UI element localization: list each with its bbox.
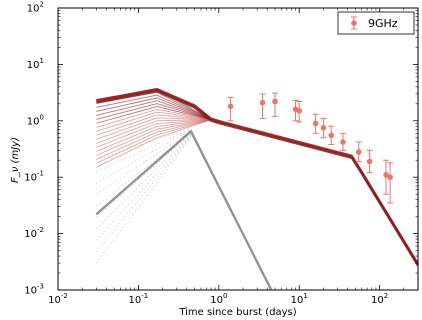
x-tick-label: 10-2 xyxy=(48,292,68,306)
y-axis-label: F_ν (mJy) xyxy=(10,137,21,183)
data-point xyxy=(340,139,346,145)
y-tick-label: 101 xyxy=(27,57,44,71)
component-model-trace xyxy=(96,134,192,230)
total-model-trace xyxy=(96,97,212,121)
x-tick-label: 102 xyxy=(371,292,388,306)
total-model-trace xyxy=(96,119,212,148)
total-model-trace xyxy=(96,100,212,121)
total-model-line xyxy=(96,90,418,267)
total-model-trace xyxy=(96,119,212,168)
y-tick-label: 10-1 xyxy=(24,170,44,184)
data-point xyxy=(259,99,266,106)
component-model-trace xyxy=(95,135,192,241)
total-model-trace xyxy=(96,103,212,121)
component-model-trace xyxy=(95,136,192,252)
data-point xyxy=(312,120,319,127)
x-tick-label: 10-1 xyxy=(129,292,149,306)
data-point xyxy=(387,174,393,180)
x-tick-label: 101 xyxy=(291,292,308,306)
y-tick-label: 10-3 xyxy=(24,283,44,297)
data-point xyxy=(272,98,278,105)
total-model-trace xyxy=(96,119,212,144)
plot-frame xyxy=(57,7,419,291)
axes: 10-2 10-1 100 101 102 10-3 10-2 10-1 100 101 102 xyxy=(24,1,419,306)
y-tick-label: 100 xyxy=(27,113,44,127)
total-model-trace xyxy=(96,119,212,152)
y-tick-label: 102 xyxy=(27,1,44,15)
total-model-trace xyxy=(96,119,212,160)
legend-marker xyxy=(351,20,357,26)
total-model-trace xyxy=(96,108,212,128)
x-tick-label: 100 xyxy=(210,292,227,306)
plot-area xyxy=(95,87,418,290)
data-point xyxy=(383,172,389,178)
component-model-trace xyxy=(96,130,192,195)
y-tick-label: 10-2 xyxy=(24,226,44,240)
legend-label: 9GHz xyxy=(368,17,398,30)
data-point xyxy=(366,158,373,165)
total-model-trace xyxy=(96,119,212,164)
component-model-trace xyxy=(96,128,192,173)
total-model-trace xyxy=(96,119,212,156)
legend: 9GHz xyxy=(337,11,415,35)
component-model-line xyxy=(95,129,273,290)
total-model-line xyxy=(96,87,418,265)
total-model-trace xyxy=(96,114,212,136)
data-point xyxy=(227,103,234,110)
total-model-trace xyxy=(96,105,212,124)
total-model-trace xyxy=(96,94,212,121)
data-point xyxy=(328,132,335,139)
data-point xyxy=(296,108,303,114)
component-model-trace xyxy=(96,127,192,161)
data-point xyxy=(355,149,362,155)
total-model-trace xyxy=(96,117,212,140)
total-model-trace xyxy=(96,111,212,132)
data-point xyxy=(320,125,327,131)
component-model-trace xyxy=(96,132,192,218)
x-axis-label: Time since burst (days) xyxy=(178,307,296,318)
